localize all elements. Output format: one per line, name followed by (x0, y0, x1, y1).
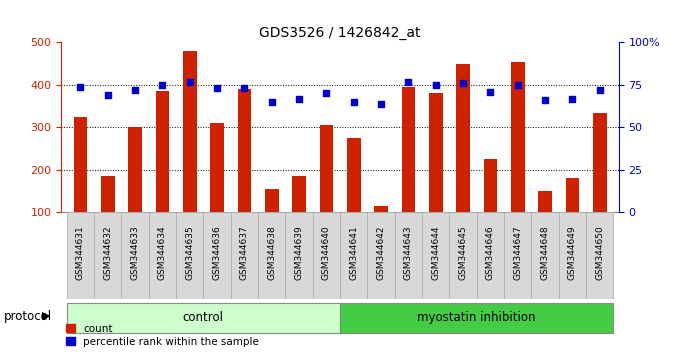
Bar (593, 113, 607, 255)
Bar (320, 125, 333, 255)
Bar (73, 117, 87, 255)
Text: GSM344631: GSM344631 (76, 225, 85, 280)
Text: GSM344632: GSM344632 (103, 225, 112, 280)
Bar (237, 89, 251, 255)
Bar (483, 159, 497, 255)
Point (512, 82, 523, 88)
Point (567, 96, 578, 101)
Point (294, 96, 305, 101)
Bar (128, 127, 142, 255)
Text: GSM344646: GSM344646 (486, 225, 495, 280)
Text: GSM344644: GSM344644 (431, 225, 440, 280)
Text: ▶: ▶ (42, 311, 50, 321)
Point (157, 82, 168, 88)
Bar (449, 212, 477, 299)
Point (375, 101, 386, 107)
Point (485, 89, 496, 95)
Bar (511, 62, 524, 255)
Text: GSM344647: GSM344647 (513, 225, 522, 280)
Text: control: control (183, 310, 224, 324)
Bar (176, 212, 203, 299)
Bar (183, 51, 197, 255)
Text: myostatin inhibition: myostatin inhibition (418, 310, 536, 324)
Bar (156, 91, 169, 255)
Point (348, 99, 359, 105)
Text: GSM344648: GSM344648 (541, 225, 549, 280)
Bar (586, 212, 613, 299)
Bar (456, 64, 470, 255)
Bar (210, 123, 224, 255)
Text: GSM344639: GSM344639 (294, 225, 303, 280)
Bar (559, 212, 586, 299)
Bar (231, 212, 258, 299)
Bar (101, 176, 114, 255)
Point (458, 80, 469, 86)
Bar (203, 212, 231, 299)
Bar (121, 212, 149, 299)
Bar (429, 93, 443, 255)
Text: GSM344633: GSM344633 (131, 225, 139, 280)
Point (267, 99, 277, 105)
Legend: count, percentile rank within the sample: count, percentile rank within the sample (67, 324, 259, 347)
Text: GSM344638: GSM344638 (267, 225, 276, 280)
Bar (340, 212, 367, 299)
Bar (67, 212, 94, 299)
Bar (477, 212, 504, 299)
Point (430, 82, 441, 88)
Bar (94, 212, 121, 299)
Point (403, 79, 413, 84)
Point (321, 91, 332, 96)
Bar (67, 303, 340, 333)
Bar (313, 212, 340, 299)
Point (539, 97, 550, 103)
Bar (258, 212, 286, 299)
Text: GSM344641: GSM344641 (349, 225, 358, 280)
Point (102, 92, 113, 98)
Bar (566, 178, 579, 255)
Point (130, 87, 141, 93)
Text: GSM344636: GSM344636 (212, 225, 222, 280)
Point (184, 79, 195, 84)
Text: GSM344634: GSM344634 (158, 225, 167, 280)
Bar (422, 212, 449, 299)
Point (75, 84, 86, 90)
Bar (292, 176, 306, 255)
Bar (504, 212, 531, 299)
Bar (347, 138, 360, 255)
Text: GSM344649: GSM344649 (568, 225, 577, 280)
Bar (401, 87, 415, 255)
Point (594, 87, 605, 93)
Point (211, 86, 222, 91)
Text: GSM344642: GSM344642 (377, 225, 386, 280)
Title: GDS3526 / 1426842_at: GDS3526 / 1426842_at (259, 26, 421, 40)
Text: GSM344640: GSM344640 (322, 225, 331, 280)
Bar (149, 212, 176, 299)
Text: GSM344645: GSM344645 (458, 225, 468, 280)
Bar (538, 191, 552, 255)
Bar (340, 303, 613, 333)
Text: GSM344635: GSM344635 (185, 225, 194, 280)
Text: protocol: protocol (3, 309, 52, 322)
Point (239, 86, 250, 91)
Text: GSM344650: GSM344650 (595, 225, 604, 280)
Bar (374, 206, 388, 255)
Bar (367, 212, 394, 299)
Bar (265, 189, 279, 255)
Bar (531, 212, 559, 299)
Text: GSM344637: GSM344637 (240, 225, 249, 280)
Bar (394, 212, 422, 299)
Bar (286, 212, 313, 299)
Text: GSM344643: GSM344643 (404, 225, 413, 280)
